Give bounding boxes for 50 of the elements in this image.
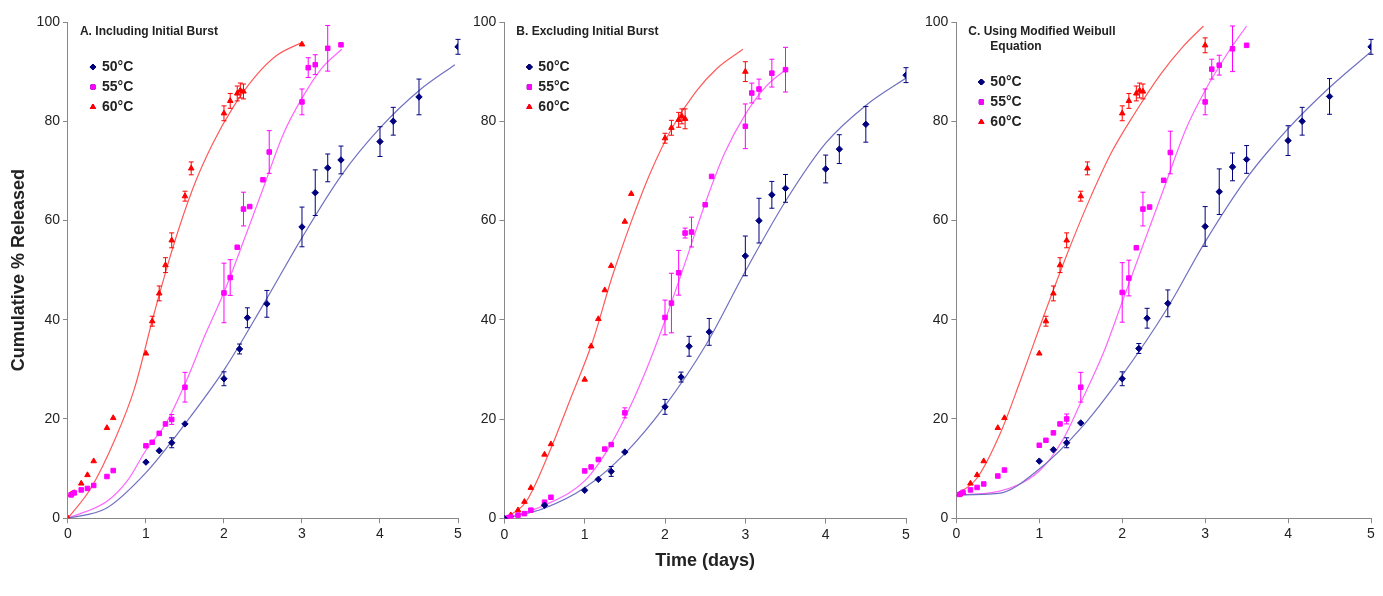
x-tick-label: 3: [1201, 525, 1210, 542]
x-tick-label: 4: [821, 525, 830, 542]
legend-label: 55°C: [538, 77, 570, 94]
x-tick-label: 2: [1118, 525, 1127, 542]
x-tick-label: 0: [64, 525, 73, 542]
y-tick-label: 40: [480, 310, 497, 327]
y-tick-label: 0: [940, 509, 949, 526]
chart-title: A. Including Initial Burst: [79, 24, 218, 39]
y-tick-label: 80: [44, 112, 61, 129]
chart-title: B. Excluding Initial Burst: [516, 24, 659, 39]
y-tick-label: 20: [480, 410, 497, 427]
y-tick-label: 0: [488, 509, 497, 526]
legend-label: 50°C: [990, 72, 1022, 89]
x-tick-label: 0: [952, 525, 961, 542]
x-tick-label: 1: [142, 525, 151, 542]
legend-label: 55°C: [101, 77, 134, 94]
y-tick-label: 80: [480, 112, 497, 129]
legend-label: 50°C: [101, 57, 134, 74]
y-tick-label: 0: [52, 509, 61, 526]
x-tick-label: 2: [661, 525, 670, 542]
y-tick-label: 60: [44, 211, 61, 228]
y-tick-label: 100: [925, 12, 949, 29]
y-tick-label: 20: [932, 409, 949, 426]
x-tick-label: 5: [454, 525, 463, 542]
y-tick-label: 60: [932, 211, 949, 228]
y-tick-label: 100: [36, 12, 61, 29]
text: C. Using Modified Weibull Equation: [968, 24, 1116, 54]
x-axis-title: Time (days): [655, 550, 756, 571]
y-tick-label: 40: [44, 310, 61, 327]
x-tick-label: 4: [376, 525, 385, 542]
x-tick-label: 3: [741, 525, 750, 542]
x-tick-label: 4: [1284, 525, 1293, 542]
legend-label: 60°C: [990, 112, 1022, 129]
y-tick-label: 20: [44, 409, 61, 426]
x-tick-label: 1: [580, 525, 589, 542]
y-tick-label: 100: [473, 12, 497, 29]
x-tick-label: 5: [1367, 525, 1376, 542]
legend-label: 50°C: [538, 57, 570, 74]
y-tick-label: 80: [932, 112, 949, 129]
x-tick-label: 2: [220, 525, 229, 542]
legend-label: 60°C: [538, 97, 570, 114]
y-tick-label: 40: [932, 310, 949, 327]
x-tick-label: 3: [298, 525, 307, 542]
legend-label: 60°C: [101, 97, 134, 114]
y-axis-title: Cumulative % Released: [7, 169, 28, 372]
legend-label: 55°C: [990, 92, 1022, 109]
x-tick-label: 1: [1035, 525, 1044, 542]
x-tick-label: 0: [500, 525, 509, 542]
x-tick-label: 5: [902, 525, 911, 542]
y-tick-label: 60: [480, 211, 497, 228]
